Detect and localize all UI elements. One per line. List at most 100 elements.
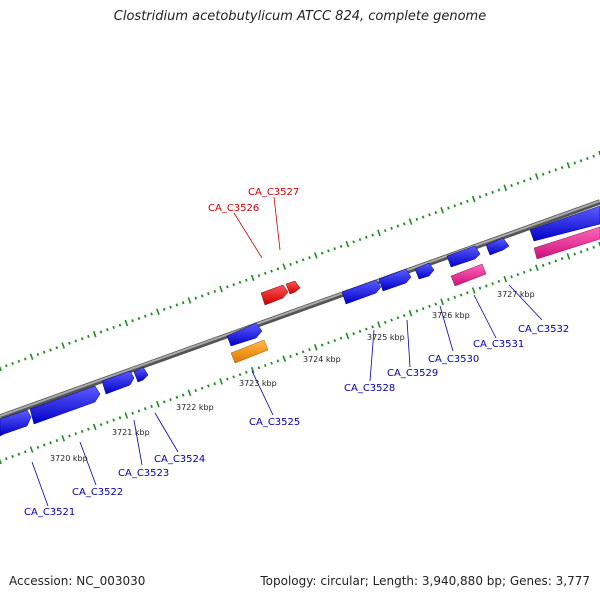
minor-tick <box>390 226 393 230</box>
minor-tick <box>586 248 589 252</box>
minor-tick <box>68 434 71 438</box>
minor-tick <box>23 357 27 361</box>
minor-tick <box>194 388 198 393</box>
minor-tick <box>365 327 368 331</box>
tick-label: 3726 kbp <box>432 311 470 320</box>
gene-ca-c3525-reverse[interactable] <box>230 339 269 364</box>
tick-label: 3723 kbp <box>239 379 277 388</box>
minor-tick <box>55 439 59 443</box>
gene-ca-c3525-forward[interactable] <box>226 322 263 347</box>
minor-tick <box>529 268 532 272</box>
minor-tick <box>396 224 400 228</box>
major-tick <box>408 218 413 225</box>
minor-tick <box>106 420 109 424</box>
gene-label-ca-c3522[interactable]: CA_C3522 <box>72 487 123 498</box>
gene-label-ca-c3530[interactable]: CA_C3530 <box>428 354 479 365</box>
major-tick <box>377 229 381 237</box>
gene-ca-c3521[interactable] <box>0 409 32 437</box>
gene-ca-c3527[interactable] <box>285 280 301 295</box>
minor-tick <box>226 285 229 289</box>
minor-tick <box>289 262 292 266</box>
major-tick <box>535 264 539 272</box>
major-tick <box>187 297 192 304</box>
minor-tick <box>371 233 374 237</box>
minor-tick <box>352 332 355 336</box>
gene-label-ca-c3523[interactable]: CA_C3523 <box>118 468 169 479</box>
minor-tick <box>573 252 577 256</box>
minor-tick <box>522 270 526 274</box>
minor-tick <box>592 154 595 158</box>
minor-tick <box>548 261 551 265</box>
minor-tick <box>181 301 185 305</box>
major-tick <box>187 389 192 397</box>
map-title: Clostridium acetobutylicum ATCC 824, com… <box>113 9 487 24</box>
gene-ca-c3526[interactable] <box>260 284 289 306</box>
minor-tick <box>485 284 488 288</box>
minor-tick <box>42 443 46 447</box>
minor-tick <box>23 450 27 454</box>
minor-tick <box>181 393 185 397</box>
minor-tick <box>320 343 324 347</box>
gene-label-ca-c3526[interactable]: CA_C3526 <box>208 203 259 214</box>
major-tick <box>377 321 381 328</box>
gene-ca-c3528[interactable] <box>341 279 382 305</box>
gene-ca-c3531-forward[interactable] <box>446 245 481 268</box>
gene-ca-c3532-upper[interactable] <box>485 237 510 256</box>
gene-label-ca-c3531[interactable]: CA_C3531 <box>473 339 524 350</box>
gene-ca-c3532-reverse[interactable] <box>533 226 600 260</box>
minor-tick <box>396 316 400 320</box>
gene-ca-c3523[interactable] <box>101 370 135 395</box>
gene-label-ca-c3524[interactable]: CA_C3524 <box>154 454 205 465</box>
minor-tick <box>270 269 273 273</box>
minor-tick <box>238 280 242 284</box>
minor-tick <box>459 202 463 206</box>
gene-ca-c3522[interactable] <box>29 385 101 425</box>
minor-tick <box>5 364 8 368</box>
minor-tick <box>434 302 438 306</box>
minor-tick <box>137 316 141 320</box>
minor-tick <box>339 244 343 248</box>
minor-tick <box>263 363 267 368</box>
gene-ca-c3532-forward[interactable] <box>529 205 600 242</box>
gene-ca-c3529[interactable] <box>378 268 412 292</box>
minor-tick <box>447 206 450 210</box>
major-tick <box>598 241 600 248</box>
minor-tick <box>466 291 469 295</box>
gene-label-ca-c3521[interactable]: CA_C3521 <box>24 507 75 518</box>
minor-tick <box>257 274 261 278</box>
minor-tick <box>453 295 457 299</box>
gene-label-ca-c3527[interactable]: CA_C3527 <box>248 187 299 198</box>
minor-tick <box>49 348 52 352</box>
minor-tick <box>36 352 40 357</box>
major-tick <box>250 366 255 374</box>
gene-label-ca-c3532[interactable]: CA_C3532 <box>518 324 569 335</box>
gene-ca-c3530[interactable] <box>414 262 435 280</box>
minor-tick <box>371 325 374 329</box>
gene-label-ca-c3525[interactable]: CA_C3525 <box>249 417 300 428</box>
minor-tick <box>143 407 147 411</box>
major-tick <box>250 274 255 282</box>
tick-label: 3722 kbp <box>176 403 214 412</box>
minor-tick <box>415 217 419 221</box>
major-tick <box>503 275 508 283</box>
minor-tick <box>308 256 311 260</box>
genome-backbone <box>0 199 600 420</box>
gene-labels: CA_C3521 CA_C3522 CA_C3523 CA_C3524 CA_C… <box>24 187 569 518</box>
major-tick <box>345 332 350 340</box>
gene-ca-c3531-reverse[interactable] <box>450 263 487 287</box>
minor-tick <box>143 314 147 318</box>
minor-tick <box>232 375 235 379</box>
gene-label-ca-c3529[interactable]: CA_C3529 <box>387 368 438 379</box>
gene-label-ca-c3528[interactable]: CA_C3528 <box>344 383 395 394</box>
minor-tick <box>560 257 564 261</box>
minor-tick <box>245 370 248 374</box>
minor-tick <box>295 352 299 356</box>
major-tick <box>92 423 97 431</box>
major-tick <box>124 319 129 327</box>
gene-ca-c3524[interactable] <box>133 366 149 383</box>
minor-tick <box>333 338 337 343</box>
minor-tick <box>510 275 513 279</box>
major-tick <box>471 195 476 203</box>
minor-tick <box>447 298 450 302</box>
minor-tick <box>207 292 210 296</box>
